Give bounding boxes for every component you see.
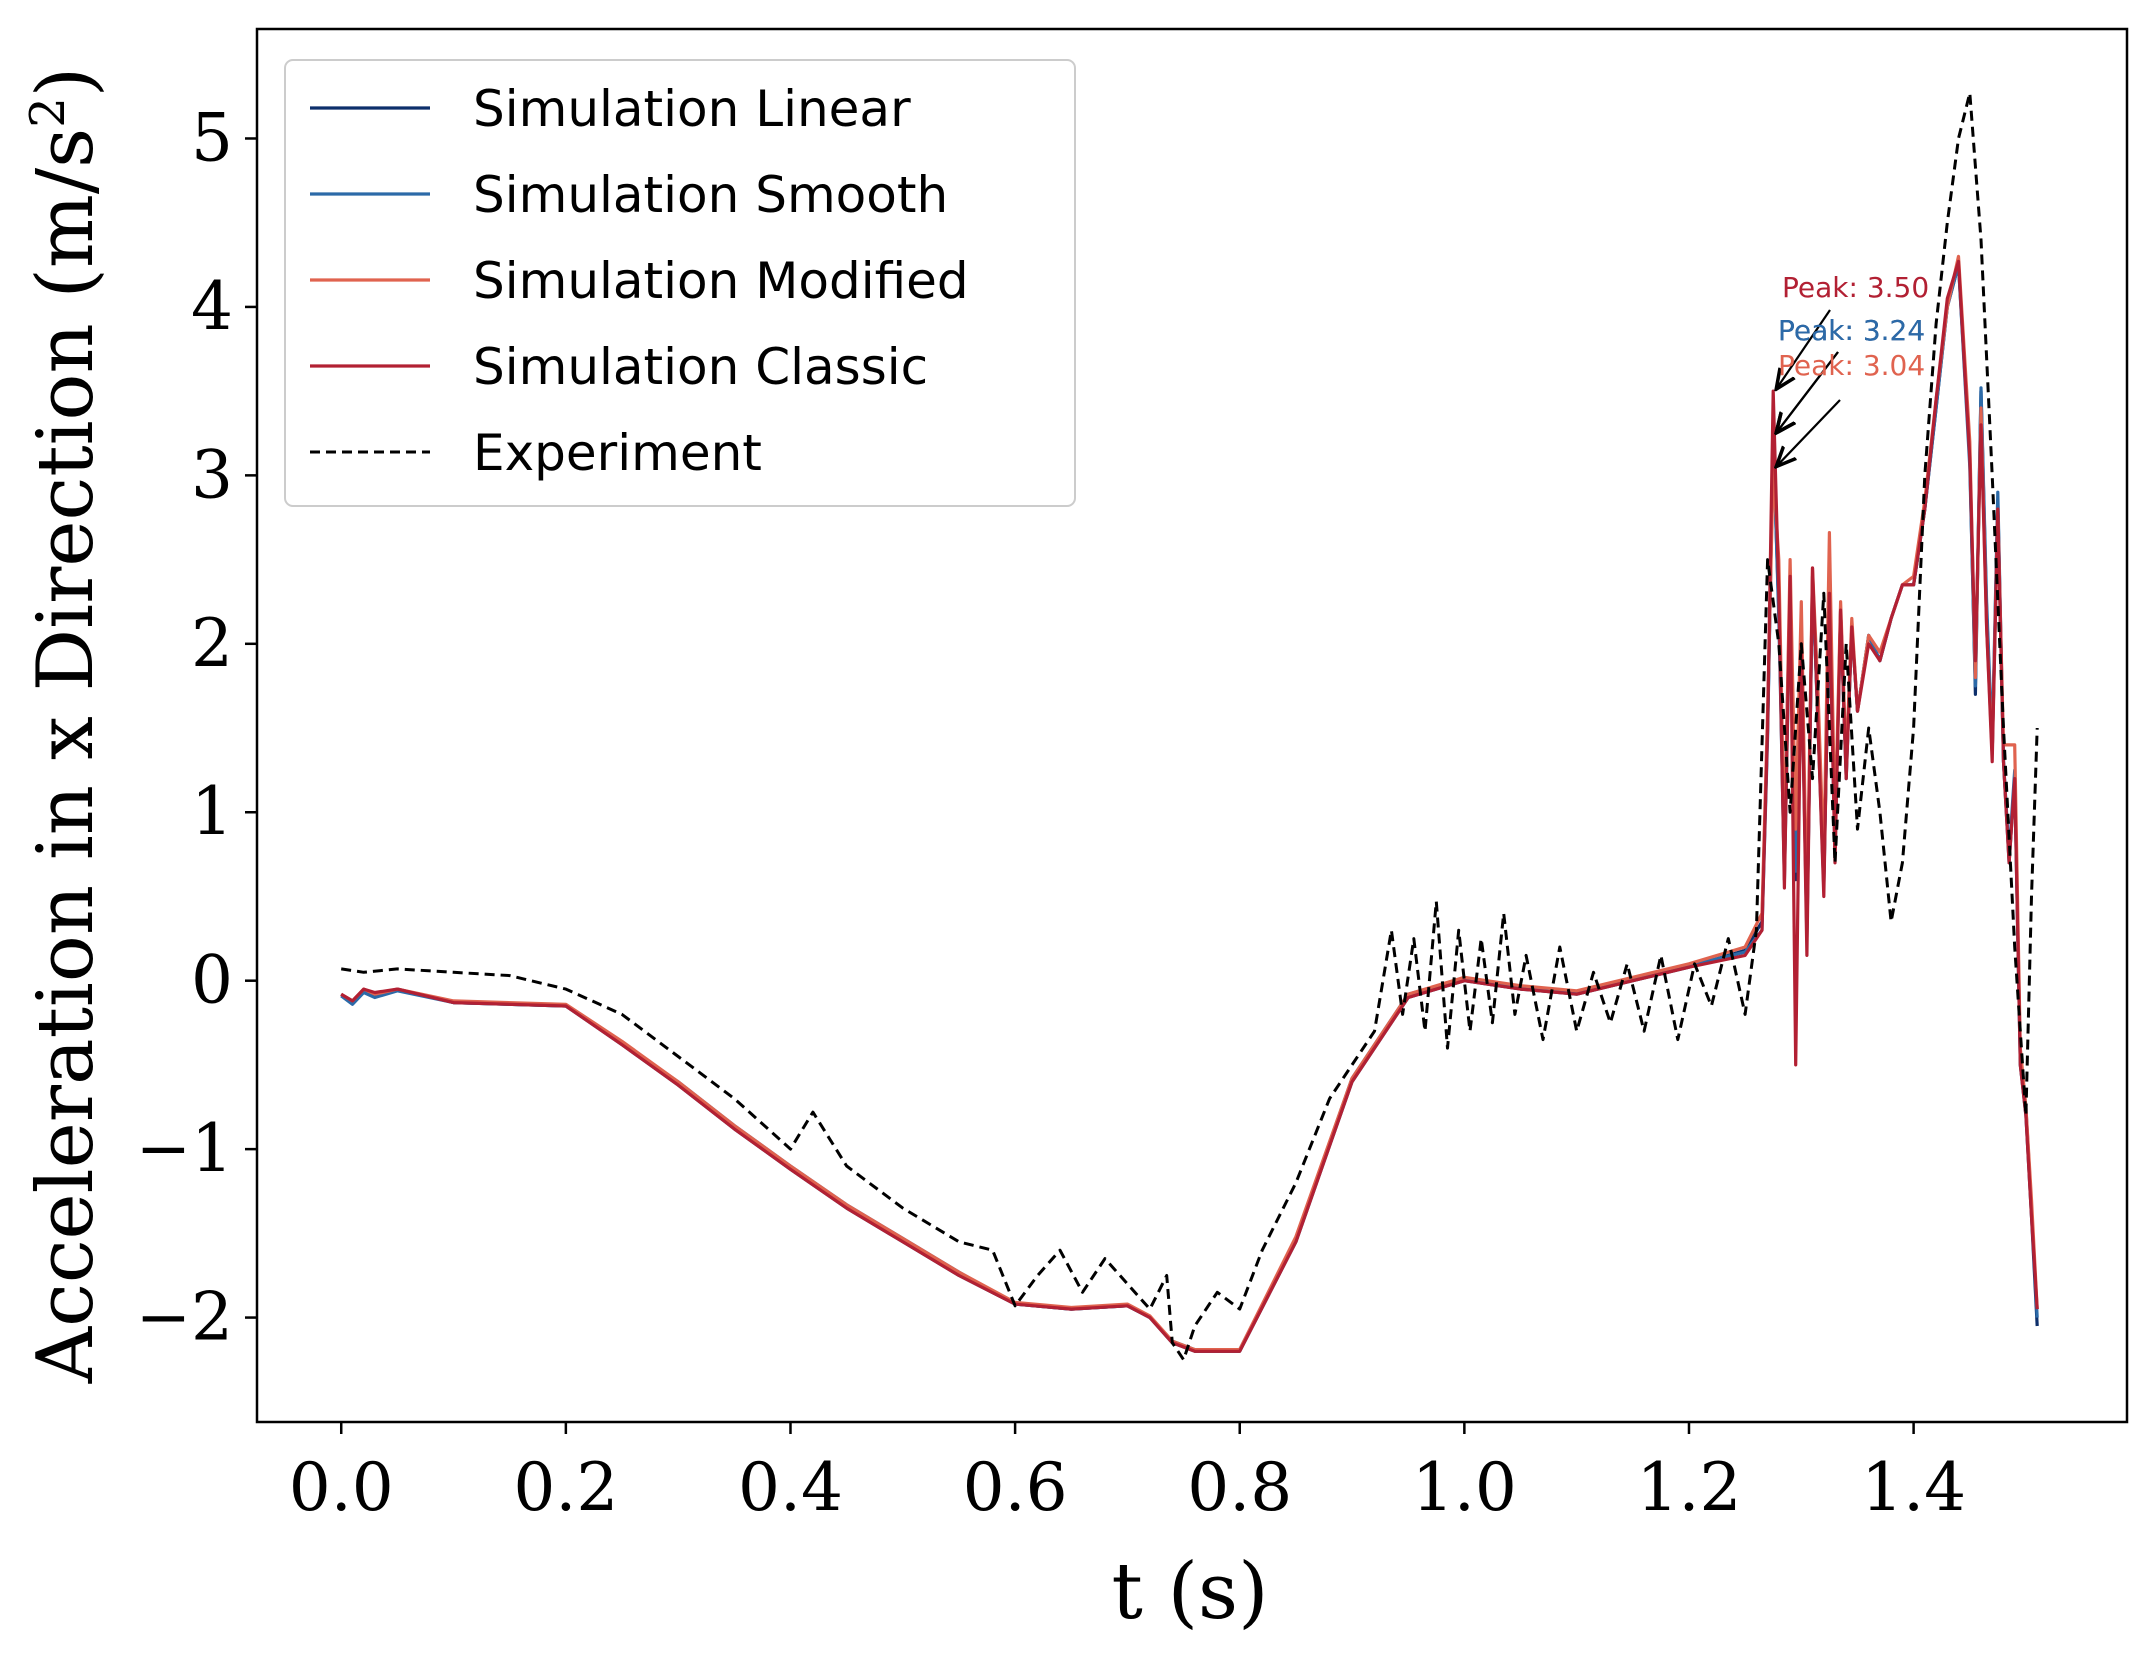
x-tick-label: 0.0	[289, 1449, 394, 1526]
y-tick-label: 2	[191, 605, 233, 682]
x-axis-title: t (s)	[1111, 1547, 1268, 1637]
x-tick-label: 0.4	[738, 1449, 843, 1526]
peak-annotation-label: Peak: 3.50	[1782, 271, 1929, 304]
legend-label-simulation-linear: Simulation Linear	[473, 80, 911, 138]
y-axis-title-superscript: 2	[20, 97, 76, 128]
plot-frame	[255, 27, 2129, 1424]
y-tick-label: 3	[191, 436, 233, 513]
series-line-experiment	[340, 91, 2039, 1362]
series-line-simulation-classic	[340, 259, 2039, 1353]
legend-label-simulation-classic: Simulation Classic	[473, 338, 928, 396]
y-tick-label: −1	[136, 1110, 233, 1187]
y-tick-label: 0	[191, 942, 233, 1019]
x-tick-label: 1.0	[1412, 1449, 1517, 1526]
series-layer	[340, 91, 2039, 1362]
peak-arrow	[1776, 399, 1841, 467]
legend-label-experiment: Experiment	[473, 424, 762, 482]
y-axis-title-close: )	[21, 67, 111, 97]
y-tick-label: 1	[191, 773, 233, 850]
peak-arrow	[1776, 351, 1839, 433]
y-tick-label: 4	[191, 268, 233, 345]
peak-annotation-label: Peak: 3.24	[1778, 314, 1925, 347]
legend: Simulation Linear Simulation Smooth Simula…	[284, 59, 1076, 507]
y-axis-title-main: Acceleration in x Direction (m/s	[21, 128, 111, 1384]
legend-label-simulation-smooth: Simulation Smooth	[473, 166, 948, 224]
y-axis-ticks: −2 −1 0 1 2 3 4 5	[136, 99, 257, 1356]
y-tick-label: −2	[136, 1279, 233, 1356]
y-axis-title: Acceleration in x Direction (m/s2)	[20, 67, 111, 1384]
peak-annotation-label: Peak: 3.04	[1778, 349, 1925, 382]
peak-annotation-label: Peak: 3.24	[1778, 314, 1925, 347]
x-axis-ticks: 0.0 0.2 0.4 0.6 0.8 1.0 1.2 1.4	[289, 1422, 1966, 1526]
x-tick-label: 1.2	[1636, 1449, 1741, 1526]
legend-label-simulation-modified: Simulation Modified	[473, 252, 969, 310]
x-tick-label: 1.4	[1861, 1449, 1966, 1526]
x-tick-label: 0.2	[513, 1449, 618, 1526]
x-tick-label: 0.6	[963, 1449, 1068, 1526]
legend-box	[284, 59, 1076, 507]
peak-arrow	[1776, 309, 1831, 389]
y-tick-label: 5	[191, 99, 233, 176]
x-tick-label: 0.8	[1187, 1449, 1292, 1526]
